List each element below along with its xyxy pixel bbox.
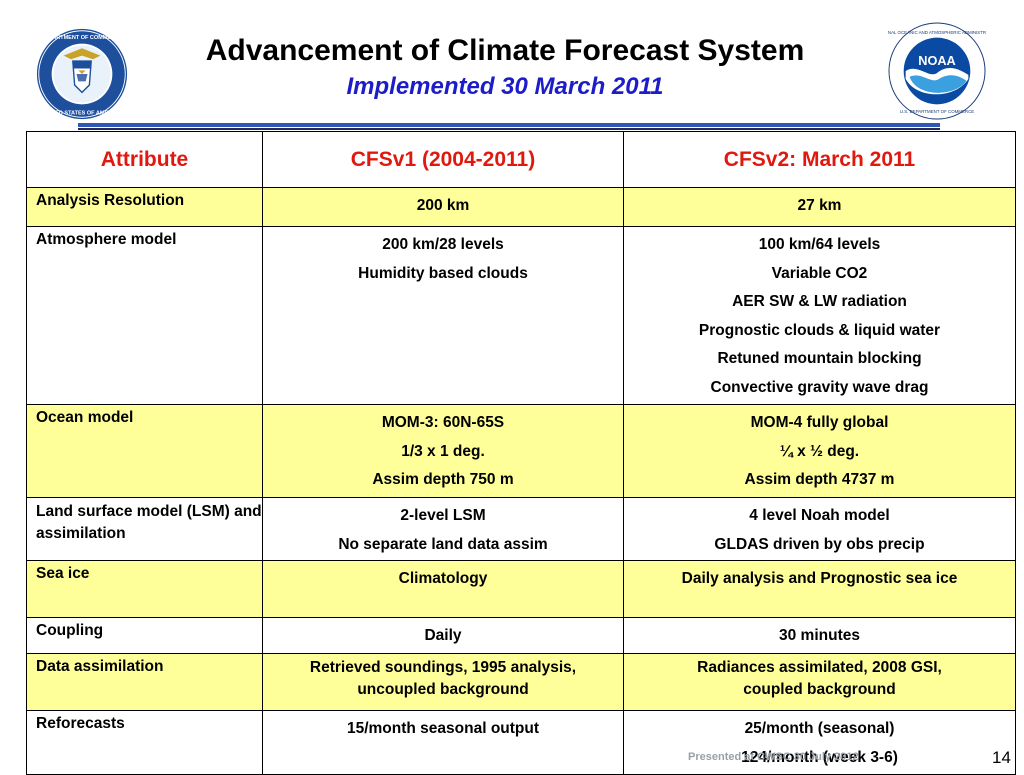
- svg-text:UNITED STATES OF AMERICA: UNITED STATES OF AMERICA: [42, 110, 121, 116]
- cfsv2-value: Radiances assimilated, 2008 GSI, coupled…: [623, 653, 1016, 711]
- cfsv2-value: 27 km: [623, 187, 1016, 227]
- cfsv2-value: 25/month (seasonal) 124/month (week 3-6): [623, 710, 1016, 775]
- cfsv1-value: 15/month seasonal output: [262, 710, 624, 775]
- cfsv1-value: 200 km/28 levels Humidity based clouds: [262, 226, 624, 405]
- title-divider-shadow: [78, 128, 940, 130]
- header-cfsv2: CFSv2: March 2011: [623, 131, 1016, 188]
- row-attribute: Reforecasts: [26, 710, 263, 775]
- svg-text:U.S. DEPARTMENT OF COMMERCE: U.S. DEPARTMENT OF COMMERCE: [900, 109, 974, 114]
- cfsv1-value: Climatology: [262, 560, 624, 618]
- svg-text:NATIONAL OCEANIC AND ATMOSPHER: NATIONAL OCEANIC AND ATMOSPHERIC ADMINIS…: [888, 30, 986, 35]
- cfsv2-value: 4 level Noah model GLDAS driven by obs p…: [623, 497, 1016, 561]
- cfsv1-value: MOM-3: 60N-65S 1/3 x 1 deg. Assim depth …: [262, 404, 624, 498]
- table-row: Analysis Resolution 200 km 27 km: [26, 187, 1016, 227]
- svg-text:NOAA: NOAA: [918, 53, 956, 68]
- table-row: Land surface model (LSM) and assimilatio…: [26, 497, 1016, 561]
- svg-text:DEPARTMENT OF COMMERCE: DEPARTMENT OF COMMERCE: [41, 35, 123, 41]
- table-row: Ocean model MOM-3: 60N-65S 1/3 x 1 deg. …: [26, 404, 1016, 498]
- row-attribute: Coupling: [26, 617, 263, 654]
- table-row: Data assimilation Retrieved soundings, 1…: [26, 653, 1016, 711]
- header-attribute: Attribute: [26, 131, 263, 188]
- title-divider: [78, 123, 940, 127]
- cfsv1-value: Daily: [262, 617, 624, 654]
- cfsv2-value: Daily analysis and Prognostic sea ice: [623, 560, 1016, 618]
- footer-presented-note: Presented at CWSC 30 July 2012: [688, 751, 859, 763]
- cfsv1-value: 2-level LSM No separate land data assim: [262, 497, 624, 561]
- header-cfsv1: CFSv1 (2004-2011): [262, 131, 624, 188]
- table-row: Atmosphere model 200 km/28 levels Humidi…: [26, 226, 1016, 405]
- row-attribute: Data assimilation: [26, 653, 263, 711]
- cfsv2-value: MOM-4 fully global ¼ x ½ deg. Assim dept…: [623, 404, 1016, 498]
- cfsv2-value: 100 km/64 levels Variable CO2 AER SW & L…: [623, 226, 1016, 405]
- page-number: 14: [992, 748, 1011, 767]
- table-row: Sea ice Climatology Daily analysis and P…: [26, 560, 1016, 618]
- row-attribute: Ocean model: [26, 404, 263, 498]
- cfsv2-value: 30 minutes: [623, 617, 1016, 654]
- row-attribute: Sea ice: [26, 560, 263, 618]
- table-row: Coupling Daily 30 minutes: [26, 617, 1016, 654]
- department-of-commerce-seal: DEPARTMENT OF COMMERCE UNITED STATES OF …: [36, 28, 128, 120]
- row-attribute: Atmosphere model: [26, 226, 263, 405]
- table-header-row: Attribute CFSv1 (2004-2011) CFSv2: March…: [26, 131, 1016, 188]
- comparison-table: Attribute CFSv1 (2004-2011) CFSv2: March…: [26, 131, 1016, 775]
- row-attribute: Analysis Resolution: [26, 187, 263, 227]
- row-attribute: Land surface model (LSM) and assimilatio…: [26, 497, 263, 561]
- page-subtitle: Implemented 30 March 2011: [346, 73, 664, 100]
- page-title: Advancement of Climate Forecast System: [205, 34, 805, 67]
- cfsv1-value: Retrieved soundings, 1995 analysis, unco…: [262, 653, 624, 711]
- table-row: Reforecasts 15/month seasonal output 25/…: [26, 710, 1016, 775]
- cfsv1-value: 200 km: [262, 187, 624, 227]
- noaa-logo: NOAA NATIONAL OCEANIC AND ATMOSPHERIC AD…: [888, 22, 986, 120]
